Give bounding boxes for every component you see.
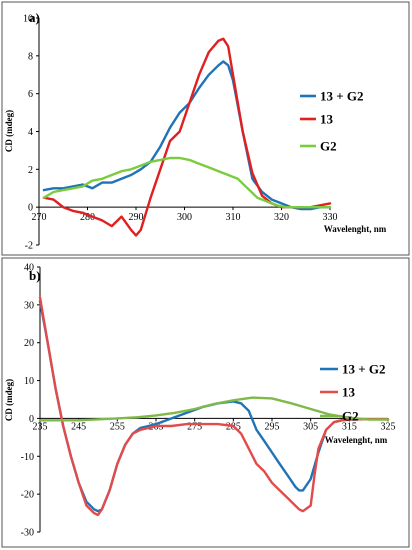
series-line-3 (42, 156, 332, 209)
panel-label: b) (29, 268, 41, 283)
x-tick-label: 295 (265, 421, 280, 432)
x-tick-label: 325 (381, 421, 396, 432)
y-tick-label: -20 (21, 490, 34, 501)
series-line-1 (42, 60, 332, 211)
series-line-2 (38, 296, 390, 517)
x-tick-label: 280 (80, 212, 95, 223)
y-tick-label: 10 (23, 14, 33, 25)
panel-a: -2 0 2 4 6 8 10 270 280 290 300 310 320 330 13 + G2 13 G… (1, 1, 410, 256)
x-tick-label: 315 (342, 421, 357, 432)
y-axis-title: CD (mdeg) (4, 110, 14, 152)
legend-label: G2 (320, 139, 337, 154)
y-tick-label: -10 (21, 452, 34, 463)
x-tick-label: 275 (187, 421, 202, 432)
x-tick-label: 270 (32, 212, 47, 223)
x-axis-title: Wavelenght, nm (325, 435, 388, 445)
legend-label: 13 (342, 385, 356, 400)
x-tick-label: 235 (33, 421, 48, 432)
panel-label: a) (29, 10, 40, 25)
legend-label: G2 (342, 409, 359, 424)
y-tick-label: 10 (24, 376, 34, 387)
y-tick-label: 20 (24, 338, 34, 349)
x-tick-label: 290 (129, 212, 144, 223)
x-tick-label: 330 (323, 212, 338, 223)
y-axis-title: CD (mdeg) (4, 379, 14, 421)
y-tick-label: 30 (24, 300, 34, 311)
x-tick-label: 255 (110, 421, 125, 432)
x-tick-label: 300 (177, 212, 192, 223)
y-tick-label: 2 (28, 165, 33, 176)
y-tick-label: 40 (24, 263, 34, 274)
panel-a-frame (1, 1, 410, 256)
y-tick-label: 0 (29, 414, 34, 425)
panel-b-frame (1, 257, 410, 548)
y-tick-label: 4 (28, 127, 33, 138)
x-tick-label: 310 (226, 212, 241, 223)
y-tick-label: -2 (25, 241, 33, 252)
legend-label: 13 + G2 (342, 362, 386, 377)
y-tick-label: 8 (28, 51, 33, 62)
x-tick-label: 305 (303, 421, 318, 432)
x-axis-title: Wavelenght, nm (324, 224, 387, 234)
y-tick-label: 6 (28, 89, 33, 100)
legend-label: 13 + G2 (320, 89, 364, 104)
y-tick-label: 0 (28, 203, 33, 214)
y-tick-label: -30 (21, 528, 34, 539)
x-tick-label: 245 (71, 421, 86, 432)
x-tick-label: 320 (274, 212, 289, 223)
legend-label: 13 (320, 112, 334, 127)
